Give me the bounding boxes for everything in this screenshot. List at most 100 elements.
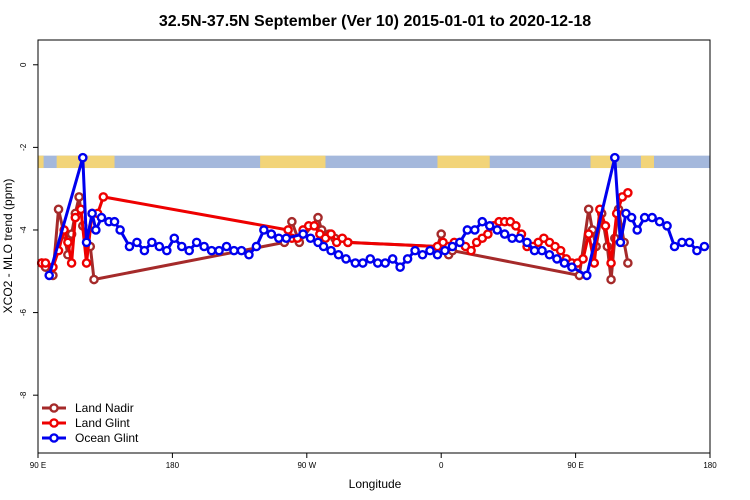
data-point-ocean-glint bbox=[365, 254, 376, 264]
data-point-land-glint bbox=[466, 245, 476, 256]
data-point-land-glint bbox=[326, 229, 336, 239]
data-point-land-nadir bbox=[313, 212, 323, 223]
data-point-ocean-glint bbox=[176, 241, 187, 252]
data-point-ocean-glint bbox=[537, 245, 547, 256]
data-point-ocean-glint bbox=[109, 216, 120, 227]
data-point-ocean-glint bbox=[96, 212, 107, 223]
series-layer bbox=[36, 152, 710, 285]
data-point-ocean-glint bbox=[514, 233, 525, 244]
data-point-ocean-glint bbox=[44, 270, 55, 281]
data-point-ocean-glint bbox=[206, 245, 217, 256]
legend-marker bbox=[49, 403, 59, 413]
data-point-ocean-glint bbox=[499, 229, 510, 239]
data-point-ocean-glint bbox=[333, 249, 344, 260]
data-point-land-nadir bbox=[287, 216, 297, 227]
legend-label: Land Glint bbox=[75, 416, 130, 430]
data-point-ocean-glint bbox=[251, 241, 262, 252]
data-point-ocean-glint bbox=[669, 241, 680, 252]
data-point-ocean-glint bbox=[529, 245, 540, 256]
data-point-ocean-glint bbox=[522, 237, 532, 248]
legend-label: Ocean Glint bbox=[75, 431, 139, 445]
data-point-ocean-glint bbox=[410, 245, 420, 256]
data-point-land-glint bbox=[63, 237, 73, 248]
data-point-land-nadir bbox=[436, 229, 447, 239]
x-axis: 90 E 180 90 W 0 90 E 180 bbox=[30, 453, 717, 470]
legend-item-ocean-glint: Ocean Glint bbox=[42, 431, 139, 445]
data-point-ocean-glint bbox=[432, 249, 443, 260]
legend-item-land-nadir: Land Nadir bbox=[42, 401, 134, 415]
data-point-land-nadir bbox=[53, 204, 64, 215]
series-ocean-glint bbox=[44, 152, 710, 281]
data-point-ocean-glint bbox=[161, 245, 172, 256]
land-segment bbox=[640, 155, 654, 169]
legend-marker bbox=[49, 433, 59, 443]
data-point-ocean-glint bbox=[87, 208, 97, 219]
data-point-ocean-glint bbox=[214, 245, 224, 256]
data-point-ocean-glint bbox=[626, 212, 637, 223]
data-point-ocean-glint bbox=[477, 216, 488, 227]
data-point-ocean-glint bbox=[184, 245, 194, 256]
data-point-land-glint bbox=[511, 221, 521, 231]
data-point-land-glint bbox=[583, 229, 594, 239]
chart-title: 32.5N-37.5N September (Ver 10) 2015-01-0… bbox=[159, 13, 591, 30]
land-segment bbox=[38, 155, 44, 169]
y-axis: 0 -2 -4 -6 -8 bbox=[19, 62, 38, 399]
data-point-ocean-glint bbox=[281, 233, 292, 244]
data-point-ocean-glint bbox=[229, 245, 239, 256]
data-point-ocean-glint bbox=[402, 254, 413, 264]
data-point-land-glint bbox=[555, 245, 566, 256]
x-axis-label: Longitude bbox=[349, 477, 402, 491]
data-point-land-glint bbox=[483, 229, 493, 239]
y-axis-label: XCO2 - MLO trend (ppm) bbox=[1, 179, 15, 314]
data-point-ocean-glint bbox=[469, 225, 480, 235]
data-point-ocean-glint bbox=[440, 245, 450, 256]
data-point-ocean-glint bbox=[662, 221, 672, 231]
data-point-ocean-glint bbox=[132, 237, 142, 248]
y-tick-label: -4 bbox=[19, 226, 28, 234]
data-point-ocean-glint bbox=[236, 245, 247, 256]
data-point-ocean-glint bbox=[154, 241, 165, 252]
data-point-ocean-glint bbox=[425, 245, 435, 256]
data-point-land-glint bbox=[70, 212, 81, 223]
data-point-land-glint bbox=[98, 192, 109, 202]
data-point-ocean-glint bbox=[244, 249, 254, 260]
data-point-ocean-glint bbox=[684, 237, 695, 248]
legend-marker bbox=[49, 418, 59, 428]
data-point-ocean-glint bbox=[395, 262, 405, 272]
data-point-ocean-glint bbox=[372, 258, 383, 268]
data-point-ocean-glint bbox=[677, 237, 687, 248]
data-point-ocean-glint bbox=[615, 237, 626, 248]
data-point-ocean-glint bbox=[169, 233, 180, 244]
data-point-ocean-glint bbox=[692, 245, 702, 256]
data-point-land-glint bbox=[600, 221, 611, 231]
data-point-land-glint bbox=[66, 258, 77, 268]
data-point-ocean-glint bbox=[78, 152, 88, 163]
data-point-ocean-glint bbox=[647, 212, 657, 223]
x-tick-label: 90 E bbox=[567, 461, 583, 470]
data-point-ocean-glint bbox=[455, 237, 465, 248]
x-tick-label: 180 bbox=[703, 461, 717, 470]
data-point-ocean-glint bbox=[632, 225, 643, 235]
data-point-ocean-glint bbox=[447, 241, 458, 252]
data-point-land-glint bbox=[623, 188, 633, 198]
y-tick-label: -2 bbox=[19, 143, 28, 151]
data-point-ocean-glint bbox=[417, 249, 428, 260]
data-point-ocean-glint bbox=[124, 241, 135, 252]
data-point-ocean-glint bbox=[492, 225, 503, 235]
data-point-ocean-glint bbox=[115, 225, 125, 235]
data-point-ocean-glint bbox=[147, 237, 157, 248]
data-point-ocean-glint bbox=[639, 212, 650, 223]
data-point-ocean-glint bbox=[305, 233, 316, 244]
data-point-ocean-glint bbox=[484, 221, 495, 231]
data-point-ocean-glint bbox=[350, 258, 361, 268]
data-point-ocean-glint bbox=[326, 245, 336, 256]
data-point-ocean-glint bbox=[341, 254, 351, 264]
data-point-ocean-glint bbox=[699, 241, 710, 252]
data-point-land-glint bbox=[343, 237, 353, 248]
data-point-ocean-glint bbox=[81, 237, 92, 248]
data-point-ocean-glint bbox=[221, 241, 232, 252]
x-tick-label: 0 bbox=[439, 461, 444, 470]
data-point-land-glint bbox=[283, 225, 293, 235]
